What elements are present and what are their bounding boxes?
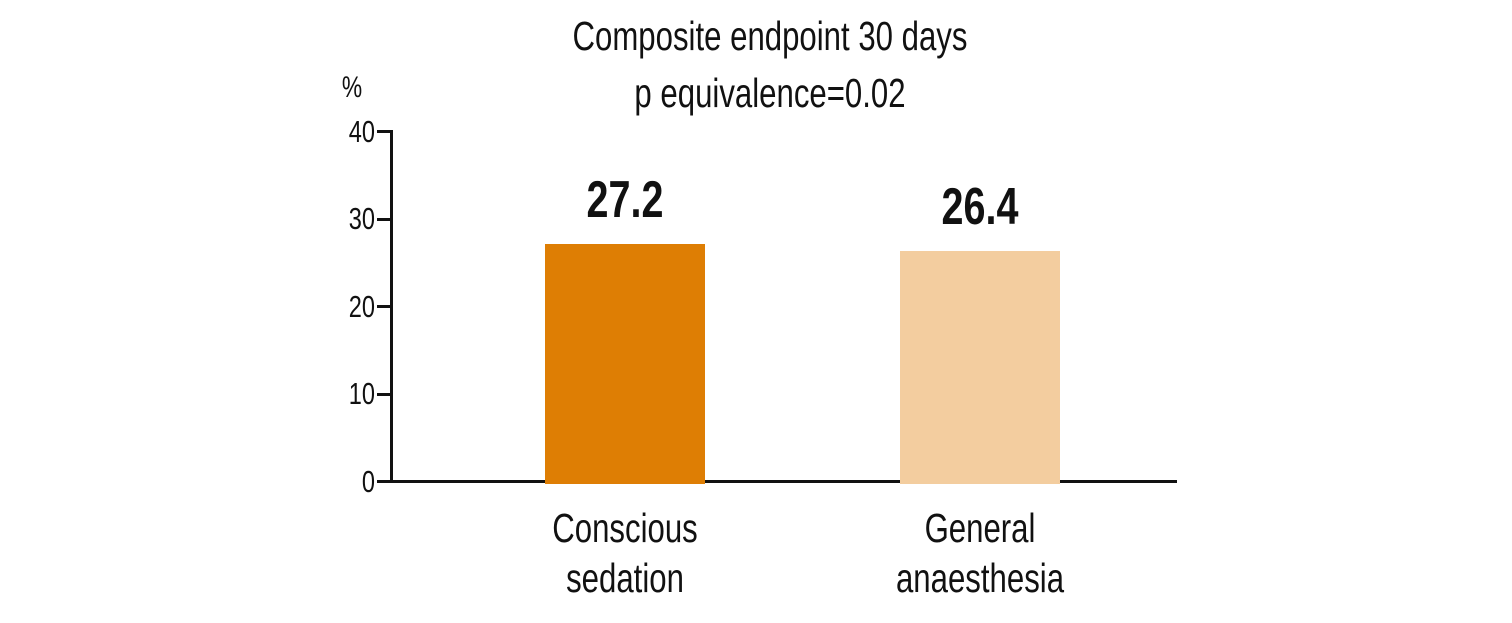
- category-label-line: sedation: [566, 555, 684, 601]
- y-tick-mark: [377, 480, 392, 483]
- y-tick-mark: [377, 217, 392, 221]
- y-tick-mark: [377, 130, 392, 133]
- y-tick-label: 30: [348, 201, 375, 236]
- bar-value-label-general-anaesthesia: 26.4: [941, 177, 1019, 236]
- bar-value-label-conscious-sedation: 27.2: [586, 170, 664, 229]
- chart-title-line1: Composite endpoint 30 days: [572, 13, 968, 59]
- y-tick-mark: [377, 305, 392, 308]
- x-axis-line: [377, 480, 1177, 483]
- category-label-line: anaesthesia: [895, 555, 1065, 601]
- y-axis-unit-label: %: [341, 71, 363, 104]
- chart-title: Composite endpoint 30 days p equivalence…: [504, 8, 1036, 122]
- chart-title-line2: p equivalence=0.02: [634, 70, 906, 116]
- category-label-line: General: [924, 505, 1036, 551]
- y-tick-mark: [377, 392, 392, 396]
- bar-general-anaesthesia: [900, 250, 1060, 484]
- category-label-general-anaesthesia: General anaesthesia: [858, 503, 1101, 603]
- y-tick-label: 40: [348, 113, 375, 149]
- y-tick-label: 10: [348, 376, 375, 411]
- category-label-line: Conscious: [552, 505, 698, 551]
- bar-conscious-sedation: [545, 243, 705, 484]
- category-label-conscious-sedation: Conscious sedation: [503, 503, 746, 603]
- y-tick-label: 0: [361, 463, 375, 499]
- y-tick-label: 20: [348, 288, 375, 324]
